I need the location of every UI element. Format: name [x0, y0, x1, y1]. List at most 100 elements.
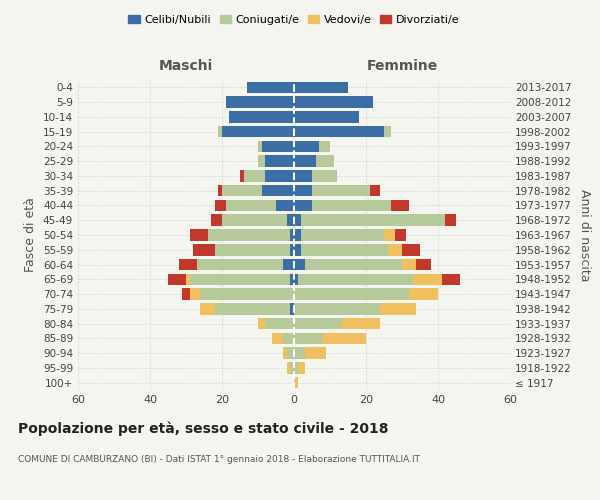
Bar: [294, 259, 305, 270]
Bar: [287, 214, 294, 226]
Bar: [262, 140, 294, 152]
Bar: [294, 140, 319, 152]
Bar: [272, 332, 283, 344]
Bar: [197, 259, 283, 270]
Bar: [384, 229, 395, 241]
Bar: [290, 244, 294, 256]
Bar: [294, 156, 316, 167]
Bar: [265, 170, 294, 181]
Y-axis label: Anni di nascita: Anni di nascita: [578, 188, 591, 281]
Bar: [208, 229, 290, 241]
Y-axis label: Fasce di età: Fasce di età: [25, 198, 37, 272]
Bar: [341, 318, 380, 330]
Bar: [193, 244, 215, 256]
Bar: [168, 274, 186, 285]
Bar: [294, 288, 409, 300]
Bar: [388, 244, 402, 256]
Bar: [294, 332, 323, 344]
Bar: [294, 244, 301, 256]
Bar: [179, 259, 197, 270]
Bar: [290, 229, 294, 241]
Bar: [305, 348, 326, 359]
Bar: [276, 200, 294, 211]
Bar: [442, 274, 460, 285]
Bar: [244, 170, 265, 181]
Bar: [218, 185, 222, 196]
Bar: [402, 259, 416, 270]
Bar: [294, 111, 359, 122]
Bar: [323, 332, 366, 344]
Bar: [312, 200, 391, 211]
Bar: [312, 185, 370, 196]
Bar: [215, 303, 290, 314]
Bar: [294, 185, 312, 196]
Bar: [262, 185, 294, 196]
Bar: [380, 303, 416, 314]
Bar: [294, 303, 380, 314]
Bar: [287, 348, 294, 359]
Bar: [294, 170, 312, 181]
Bar: [301, 214, 445, 226]
Bar: [222, 214, 287, 226]
Bar: [445, 214, 456, 226]
Bar: [186, 274, 190, 285]
Bar: [298, 362, 305, 374]
Text: Maschi: Maschi: [159, 58, 213, 72]
Bar: [215, 200, 226, 211]
Bar: [190, 229, 208, 241]
Bar: [247, 82, 294, 93]
Bar: [305, 259, 402, 270]
Bar: [416, 259, 431, 270]
Bar: [200, 288, 294, 300]
Bar: [294, 377, 298, 388]
Bar: [312, 170, 337, 181]
Bar: [290, 303, 294, 314]
Bar: [319, 140, 330, 152]
Bar: [218, 126, 222, 138]
Bar: [402, 244, 420, 256]
Bar: [258, 318, 265, 330]
Bar: [298, 274, 413, 285]
Bar: [294, 362, 298, 374]
Bar: [294, 82, 348, 93]
Bar: [229, 111, 294, 122]
Text: COMUNE DI CAMBURZANO (BI) - Dati ISTAT 1° gennaio 2018 - Elaborazione TUTTITALIA: COMUNE DI CAMBURZANO (BI) - Dati ISTAT 1…: [18, 456, 420, 464]
Bar: [290, 362, 294, 374]
Legend: Celibi/Nubili, Coniugati/e, Vedovi/e, Divorziati/e: Celibi/Nubili, Coniugati/e, Vedovi/e, Di…: [124, 10, 464, 29]
Bar: [294, 348, 305, 359]
Bar: [211, 214, 222, 226]
Text: Popolazione per età, sesso e stato civile - 2018: Popolazione per età, sesso e stato civil…: [18, 421, 389, 436]
Bar: [384, 126, 391, 138]
Bar: [294, 96, 373, 108]
Bar: [370, 185, 380, 196]
Bar: [265, 318, 294, 330]
Bar: [290, 274, 294, 285]
Bar: [226, 200, 276, 211]
Bar: [283, 332, 294, 344]
Bar: [240, 170, 244, 181]
Bar: [294, 229, 301, 241]
Bar: [391, 200, 409, 211]
Bar: [200, 303, 215, 314]
Bar: [265, 156, 294, 167]
Bar: [294, 318, 341, 330]
Bar: [413, 274, 442, 285]
Bar: [215, 244, 290, 256]
Bar: [294, 200, 312, 211]
Bar: [190, 274, 290, 285]
Bar: [294, 214, 301, 226]
Bar: [258, 156, 265, 167]
Bar: [301, 244, 388, 256]
Bar: [283, 259, 294, 270]
Bar: [294, 126, 384, 138]
Bar: [226, 96, 294, 108]
Bar: [222, 126, 294, 138]
Text: Femmine: Femmine: [367, 58, 437, 72]
Bar: [409, 288, 438, 300]
Bar: [301, 229, 384, 241]
Bar: [190, 288, 200, 300]
Bar: [287, 362, 290, 374]
Bar: [258, 140, 262, 152]
Bar: [316, 156, 334, 167]
Bar: [283, 348, 287, 359]
